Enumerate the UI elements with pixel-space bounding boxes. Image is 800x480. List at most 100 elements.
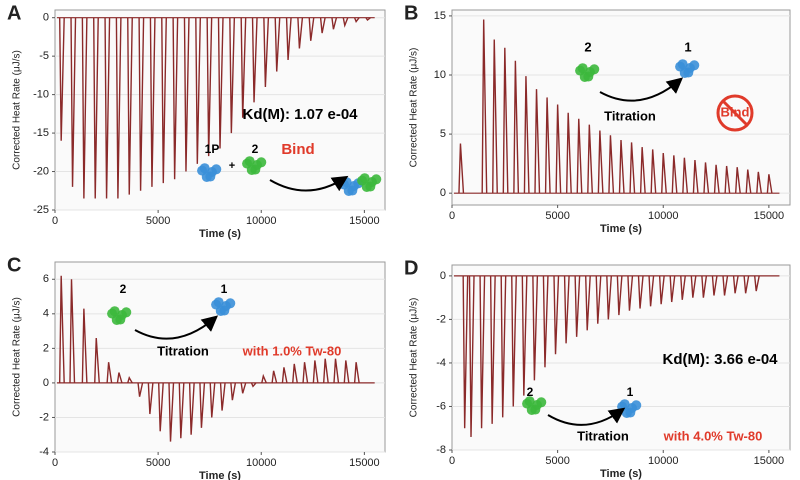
injection-peak bbox=[263, 17, 270, 87]
annotation: Kd(M): 3.66 e-04 bbox=[662, 351, 778, 368]
y-tick-label: -15 bbox=[33, 127, 49, 139]
molecule-icon bbox=[225, 298, 236, 309]
plot-area bbox=[451, 9, 791, 206]
injection-peak bbox=[468, 275, 475, 437]
y-tick-label: 0 bbox=[43, 12, 49, 24]
x-tick-label: 10000 bbox=[648, 455, 679, 467]
x-tick-label: 0 bbox=[52, 215, 58, 227]
injection-peak bbox=[312, 360, 319, 384]
injection-peak bbox=[690, 275, 697, 298]
molecule-icon bbox=[579, 71, 590, 82]
molecule-icon bbox=[526, 404, 537, 415]
injection-peak bbox=[147, 382, 154, 415]
annotation: Titration bbox=[604, 108, 656, 123]
injection-peak bbox=[597, 130, 604, 194]
injection-peak bbox=[511, 275, 517, 407]
panel-label: D bbox=[404, 257, 418, 279]
y-tick-label: -4 bbox=[436, 357, 446, 369]
annotation: 1 bbox=[221, 282, 228, 296]
y-tick-label: -5 bbox=[39, 50, 49, 62]
y-tick-label: 0 bbox=[440, 270, 446, 282]
y-tick-label: 6 bbox=[43, 273, 49, 285]
injection-peak bbox=[532, 275, 539, 381]
x-tick-label: 10000 bbox=[246, 215, 277, 227]
annotation: 2 bbox=[584, 39, 591, 54]
injection-peak bbox=[513, 60, 520, 194]
injection-peak bbox=[462, 275, 469, 429]
molecule-icon bbox=[689, 60, 700, 71]
x-axis-label: Time (s) bbox=[600, 223, 642, 235]
injection-peak bbox=[563, 275, 570, 344]
y-tick-label: -6 bbox=[436, 400, 446, 412]
injection-peak bbox=[93, 17, 99, 199]
panel-label: C bbox=[7, 254, 21, 276]
x-tick-label: 10000 bbox=[648, 210, 679, 222]
annotation: 2 bbox=[120, 282, 127, 296]
y-tick-label: -4 bbox=[39, 446, 49, 458]
x-axis-label: Time (s) bbox=[199, 228, 241, 240]
injection-peak bbox=[616, 275, 623, 316]
injection-peak bbox=[94, 337, 100, 383]
injection-peak bbox=[661, 152, 667, 194]
annotation: Titration bbox=[577, 428, 629, 443]
injection-peak bbox=[479, 275, 486, 429]
annotation: with 1.0% Tw-80 bbox=[242, 343, 342, 358]
injection-peak bbox=[658, 275, 665, 305]
injection-peak bbox=[745, 169, 752, 194]
injection-peak bbox=[168, 382, 175, 442]
arrow bbox=[547, 407, 626, 426]
injection-peak bbox=[206, 17, 213, 157]
injection-peak bbox=[669, 275, 676, 303]
injection-peak bbox=[188, 382, 195, 435]
molecule-icon bbox=[201, 171, 212, 182]
y-tick-label: 5 bbox=[440, 128, 446, 140]
arrow bbox=[269, 175, 349, 192]
injection-peak bbox=[576, 118, 583, 194]
injection-peak bbox=[240, 382, 247, 394]
injection-peak bbox=[58, 17, 65, 141]
injection-peak bbox=[157, 382, 164, 432]
y-tick-label: 0 bbox=[43, 377, 49, 389]
molecule-icon bbox=[371, 174, 382, 185]
injection-peak bbox=[502, 47, 509, 194]
injection-peak bbox=[104, 17, 111, 199]
y-tick-label: -20 bbox=[33, 165, 49, 177]
y-axis-label: Corrected Heat Rate (μJ/s) bbox=[12, 50, 23, 170]
injection-peak bbox=[261, 373, 267, 384]
injection-peak bbox=[754, 275, 760, 292]
prohibition-sign bbox=[716, 94, 754, 132]
arrow bbox=[134, 315, 219, 340]
injection-peak bbox=[58, 275, 65, 383]
x-axis-label: Time (s) bbox=[600, 468, 642, 480]
injection-peak bbox=[544, 97, 551, 194]
injection-peak bbox=[274, 17, 281, 72]
molecule-icon bbox=[589, 64, 600, 75]
injection-peak bbox=[627, 275, 634, 311]
annotation: 2 bbox=[527, 385, 534, 399]
x-tick-label: 5000 bbox=[545, 455, 569, 467]
injection-peak bbox=[555, 104, 562, 194]
molecule-icon bbox=[211, 164, 222, 175]
injection-peak bbox=[172, 17, 179, 180]
y-tick-label: -10 bbox=[33, 89, 49, 101]
molecule-icon bbox=[536, 397, 547, 408]
injection-peak bbox=[629, 142, 636, 194]
injection-peak bbox=[137, 382, 144, 397]
injection-peak bbox=[542, 275, 549, 368]
injection-peak bbox=[138, 17, 145, 191]
injection-peak bbox=[637, 275, 644, 309]
injection-peak bbox=[492, 39, 498, 194]
injection-peak bbox=[106, 362, 113, 384]
injection-peak bbox=[322, 358, 329, 383]
panel-label: B bbox=[404, 2, 418, 24]
injection-peak bbox=[70, 17, 77, 187]
annotation: 1 bbox=[627, 385, 634, 399]
injection-peak bbox=[534, 89, 541, 194]
injection-peak bbox=[523, 76, 530, 194]
injection-peak bbox=[724, 165, 731, 194]
injection-peak bbox=[251, 17, 258, 103]
annotation: + bbox=[229, 160, 235, 172]
x-tick-label: 15000 bbox=[754, 455, 785, 467]
injection-peak bbox=[195, 17, 202, 164]
injection-peak bbox=[229, 17, 236, 134]
